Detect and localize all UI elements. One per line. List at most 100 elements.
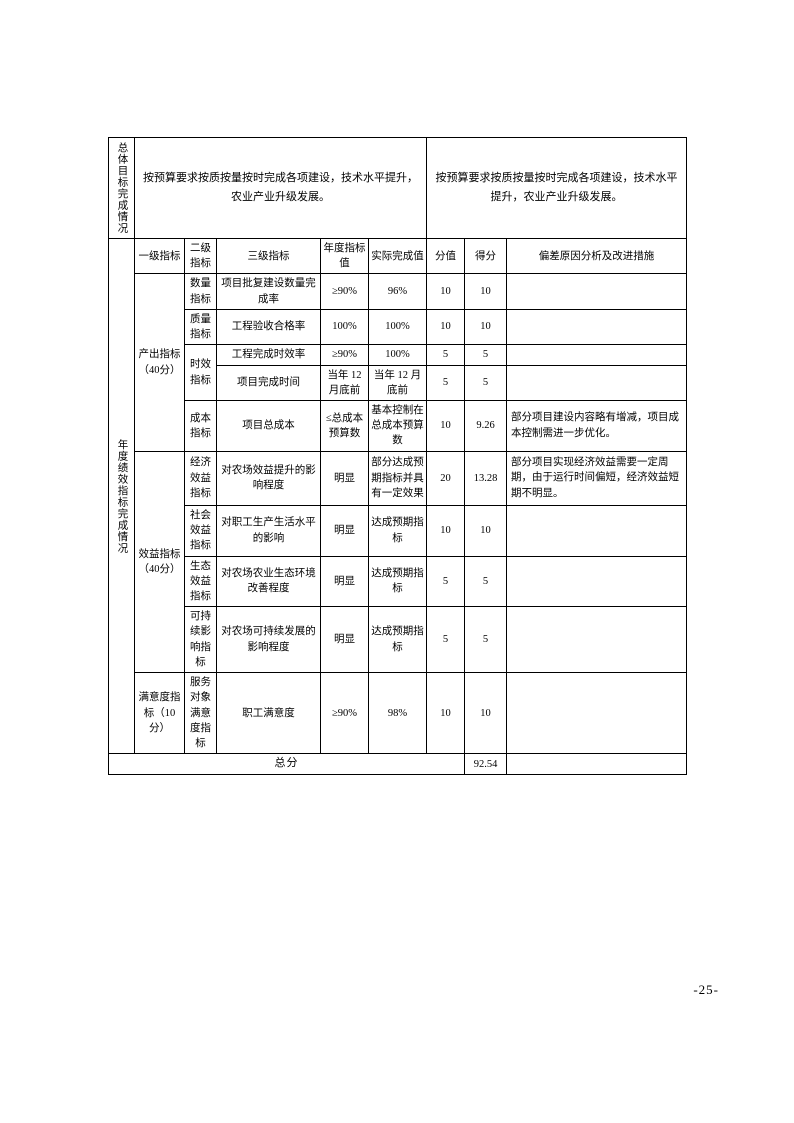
cell-deviation — [506, 308, 688, 346]
cell-deviation — [506, 606, 688, 674]
cell-level3: 对农场效益提升的影响程度 — [216, 450, 321, 506]
cell-score: 5 — [464, 344, 508, 366]
header-score: 得分 — [464, 237, 508, 275]
cell-annual-target: 明显 — [320, 555, 369, 608]
cell-score: 10 — [464, 672, 508, 755]
cell-level2: 可持续影响指标 — [184, 606, 217, 674]
total-deviation — [506, 753, 688, 776]
cell-level3: 工程完成时效率 — [216, 344, 321, 366]
cell-actual-value: 100% — [367, 344, 428, 366]
cell-deviation: 部分项目建设内容略有增减，项目成本控制需进一步优化。 — [506, 399, 688, 452]
group-label-output: 产出指标（40分） — [134, 273, 185, 452]
cell-level3: 对职工生产生活水平的影响 — [216, 504, 321, 557]
cell-level3: 对农场农业生态环境改善程度 — [216, 555, 321, 608]
cell-actual-value: 96% — [367, 273, 428, 310]
header-level3: 三级指标 — [216, 237, 321, 275]
cell-level3: 项目完成时间 — [216, 364, 321, 401]
table-row: 成本指标 项目总成本 ≤总成本预算数 基本控制在总成本预算数 10 9.26 部… — [109, 399, 688, 452]
row-label-overall-goal: 总体目标完成情况 — [108, 137, 135, 239]
cell-deviation — [506, 672, 688, 755]
overall-goal-actual: 按预算要求按质按量按时完成各项建设，技术水平提升，农业产业升级发展。 — [426, 137, 688, 239]
cell-score: 10 — [464, 504, 508, 557]
row-label-annual-performance: 年度绩效指标完成情况 — [108, 237, 135, 755]
cell-level2: 成本指标 — [184, 399, 217, 452]
cell-score: 5 — [464, 606, 508, 674]
cell-level2: 服务对象满意度指标 — [184, 672, 217, 755]
cell-points: 10 — [426, 399, 466, 452]
header-level1: 一级指标 — [134, 237, 185, 275]
cell-actual-value: 98% — [367, 672, 428, 755]
cell-points: 10 — [426, 672, 466, 755]
total-label: 总分 — [107, 753, 466, 776]
table-row: 产出指标（40分） 数量指标 项目批复建设数量完成率 ≥90% 96% 10 1… — [109, 273, 688, 452]
table-row: 时效指标 工程完成时效率 ≥90% 100% 5 5 — [109, 344, 688, 401]
header-points: 分值 — [426, 237, 466, 275]
table-row: 社会效益指标 对职工生产生活水平的影响 明显 达成预期指标 10 10 — [109, 504, 688, 557]
cell-annual-target: 明显 — [320, 504, 369, 557]
cell-deviation: 部分项目实现经济效益需要一定周期，由于运行时间偏短，经济效益短期不明显。 — [506, 450, 688, 506]
cell-level3: 工程验收合格率 — [216, 308, 321, 346]
cell-actual-value: 基本控制在总成本预算数 — [367, 399, 428, 452]
table-header-row: 年度绩效指标完成情况 一级指标 二级指标 三级指标 年度指标值 实际完成值 分值… — [108, 237, 688, 755]
total-score: 92.54 — [464, 753, 508, 776]
group-label-satisfaction: 满意度指标（10分） — [134, 672, 185, 755]
cell-annual-target: ≥90% — [320, 344, 369, 366]
cell-level2: 质量指标 — [184, 308, 217, 346]
cell-points: 20 — [426, 450, 466, 506]
cell-points: 5 — [426, 555, 466, 608]
cell-points: 5 — [426, 364, 466, 401]
cell-points: 5 — [426, 606, 466, 674]
cell-actual-value: 100% — [367, 308, 428, 346]
performance-evaluation-table: 总体目标完成情况 按预算要求按质按量按时完成各项建设，技术水平提升，农业产业升级… — [107, 137, 688, 776]
cell-annual-target: 100% — [320, 308, 369, 346]
performance-table-wrapper: 总体目标完成情况 按预算要求按质按量按时完成各项建设，技术水平提升，农业产业升级… — [107, 137, 688, 776]
cell-annual-target: 明显 — [320, 450, 369, 506]
cell-level2: 时效指标 — [184, 344, 217, 401]
cell-deviation — [506, 504, 688, 557]
cell-score: 9.26 — [464, 399, 508, 452]
cell-deviation — [506, 364, 688, 401]
cell-score: 13.28 — [464, 450, 508, 506]
overall-goal-target: 按预算要求按质按量按时完成各项建设，技术水平提升，农业产业升级发展。 — [133, 137, 428, 239]
table-row: 生态效益指标 对农场农业生态环境改善程度 明显 达成预期指标 5 5 — [109, 555, 688, 608]
cell-score: 10 — [464, 308, 508, 346]
cell-annual-target: ≤总成本预算数 — [320, 399, 369, 452]
table-row: 可持续影响指标 对农场可持续发展的影响程度 明显 达成预期指标 5 5 — [109, 606, 688, 674]
table-row-overall-goal: 总体目标完成情况 按预算要求按质按量按时完成各项建设，技术水平提升，农业产业升级… — [108, 137, 688, 239]
cell-level3: 项目总成本 — [216, 399, 321, 452]
cell-actual-value: 达成预期指标 — [367, 555, 428, 608]
cell-level3: 项目批复建设数量完成率 — [216, 273, 321, 310]
header-deviation: 偏差原因分析及改进措施 — [506, 237, 688, 275]
table-row: 质量指标 工程验收合格率 100% 100% 10 10 — [109, 308, 688, 346]
cell-level2: 经济效益指标 — [184, 450, 217, 506]
cell-actual-value: 当年 12 月底前 — [367, 364, 428, 401]
cell-annual-target: 当年 12 月底前 — [320, 364, 369, 401]
cell-level2: 生态效益指标 — [184, 555, 217, 608]
cell-actual-value: 达成预期指标 — [367, 504, 428, 557]
table-row-total: 总分 92.54 — [107, 753, 688, 776]
cell-actual-value: 部分达成预期指标并具有一定效果 — [367, 450, 428, 506]
cell-score: 10 — [464, 273, 508, 310]
cell-level3: 职工满意度 — [216, 672, 321, 755]
cell-level2: 数量指标 — [184, 273, 217, 310]
cell-annual-target: 明显 — [320, 606, 369, 674]
cell-points: 10 — [426, 273, 466, 310]
table-row: 项目完成时间 当年 12 月底前 当年 12 月底前 5 5 — [109, 364, 688, 401]
cell-points: 10 — [426, 504, 466, 557]
group-label-benefit: 效益指标（40分） — [134, 450, 185, 674]
cell-points: 10 — [426, 308, 466, 346]
cell-score: 5 — [464, 555, 508, 608]
cell-annual-target: ≥90% — [320, 273, 369, 310]
page-number: -25- — [693, 982, 719, 997]
cell-deviation — [506, 273, 688, 310]
table-row: 满意度指标（10分） 服务对象满意度指标 职工满意度 ≥90% 98% 10 1… — [109, 672, 688, 755]
cell-deviation — [506, 555, 688, 608]
table-row: 效益指标（40分） 经济效益指标 对农场效益提升的影响程度 明显 部分达成预期指… — [109, 450, 688, 674]
header-actual-value: 实际完成值 — [367, 237, 428, 275]
cell-level3: 对农场可持续发展的影响程度 — [216, 606, 321, 674]
cell-annual-target: ≥90% — [320, 672, 369, 755]
cell-score: 5 — [464, 364, 508, 401]
header-level2: 二级指标 — [184, 237, 217, 275]
cell-actual-value: 达成预期指标 — [367, 606, 428, 674]
